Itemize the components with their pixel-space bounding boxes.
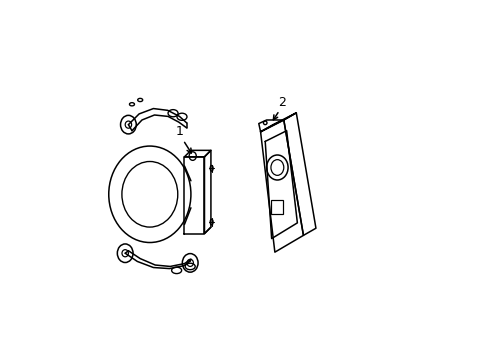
Text: 2: 2 xyxy=(278,95,285,109)
Bar xyxy=(270,200,282,214)
Text: 1: 1 xyxy=(175,125,183,138)
